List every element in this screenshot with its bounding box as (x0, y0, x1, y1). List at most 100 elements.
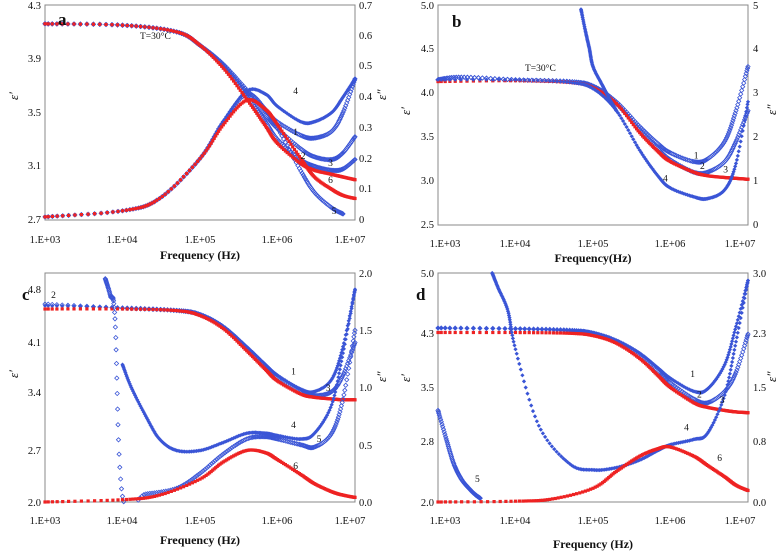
data-point (532, 414, 538, 419)
data-point (230, 77, 234, 81)
panel-a-ylabel-right: ε″ (374, 89, 389, 100)
data-point (536, 331, 540, 335)
data-point (293, 441, 299, 447)
data-point (509, 330, 514, 335)
data-point (540, 331, 544, 335)
curve-label: 3 (723, 166, 728, 176)
data-point (333, 370, 338, 375)
panel-b-ytick-left: 3.5 (421, 132, 434, 143)
data-point (479, 75, 486, 81)
data-point (529, 403, 534, 408)
data-point (640, 152, 645, 157)
data-point (720, 140, 727, 146)
data-point (513, 326, 518, 331)
data-point (275, 123, 280, 127)
panel-d-xtick: 1.E+04 (500, 516, 531, 527)
data-point (345, 323, 350, 328)
data-point (732, 347, 737, 352)
data-point (339, 97, 344, 102)
curve-label: 5 (317, 435, 322, 445)
data-point (298, 132, 304, 138)
data-point (744, 109, 749, 114)
data-point (343, 337, 348, 342)
data-point (477, 77, 482, 82)
data-point (737, 310, 742, 315)
data-point (172, 308, 176, 312)
data-point (65, 304, 70, 309)
data-point (685, 451, 690, 455)
data-point (296, 441, 303, 448)
data-point (331, 396, 336, 401)
data-point (292, 157, 297, 161)
data-point (179, 486, 183, 490)
panel-d-ylabel-right: ε″ (764, 371, 779, 382)
panel-a-ytick-right: 0.4 (359, 92, 373, 103)
data-point (86, 212, 90, 216)
data-point (675, 447, 679, 451)
data-point (78, 22, 82, 26)
data-point (575, 492, 579, 496)
data-point (340, 211, 346, 217)
data-point (522, 77, 527, 83)
data-point (221, 66, 225, 70)
data-point (152, 494, 156, 498)
panel-d-ytick-left: 2.8 (421, 437, 434, 448)
data-point (325, 413, 330, 418)
data-point (535, 78, 540, 83)
data-point (323, 391, 329, 397)
curve-label: 2 (51, 291, 56, 301)
data-point (339, 359, 344, 364)
data-point (143, 414, 148, 419)
data-point (572, 492, 576, 497)
data-point (729, 363, 734, 368)
data-point (539, 498, 543, 502)
data-point (346, 86, 351, 91)
data-point (522, 326, 527, 331)
data-point (613, 100, 617, 104)
data-point (623, 346, 627, 350)
data-point (225, 118, 229, 123)
data-point (245, 91, 251, 97)
data-point (675, 163, 679, 167)
data-point (289, 387, 293, 391)
data-point (453, 77, 458, 82)
data-point (280, 136, 287, 142)
data-point (221, 327, 225, 331)
data-point (115, 307, 120, 311)
data-point (503, 330, 507, 335)
data-point (452, 465, 459, 471)
data-point (649, 452, 654, 457)
data-point (262, 122, 266, 126)
data-point (595, 484, 599, 488)
data-point (726, 379, 731, 384)
panel-b-xlabel: Frequency(Hz) (554, 251, 631, 265)
panel-c-xtick: 1.E+03 (30, 516, 61, 527)
data-point (559, 454, 564, 459)
data-point (49, 301, 55, 308)
data-point (484, 326, 489, 331)
panel-a-xtick: 1.E+06 (262, 235, 293, 246)
panel-b-yticks-left: 2.5 3.0 3.5 4.0 4.5 5.0 (421, 1, 434, 231)
data-point (193, 480, 197, 484)
panel-c-xticks: 1.E+03 1.E+04 1.E+05 1.E+06 1.E+07 (30, 516, 366, 527)
data-point (328, 378, 333, 383)
data-point (352, 339, 358, 346)
data-point (206, 317, 210, 321)
data-point (182, 32, 186, 36)
panel-d-ytick-right: 3.0 (753, 269, 766, 280)
data-point (631, 458, 635, 462)
data-point (630, 351, 634, 355)
curve-label: 2 (697, 391, 702, 401)
panel-b-series-4 (435, 77, 751, 202)
data-point (185, 483, 189, 487)
data-point (300, 172, 306, 178)
data-point (628, 460, 632, 464)
data-point (43, 215, 47, 219)
data-point (501, 296, 506, 301)
panel-c-yticks-left: 2.0 2.7 3.4 4.1 4.8 (28, 285, 42, 509)
data-point (175, 181, 180, 185)
data-point (120, 209, 125, 213)
panel-d-xtick: 1.E+05 (578, 516, 609, 527)
data-point (548, 497, 552, 501)
data-point (580, 17, 586, 22)
